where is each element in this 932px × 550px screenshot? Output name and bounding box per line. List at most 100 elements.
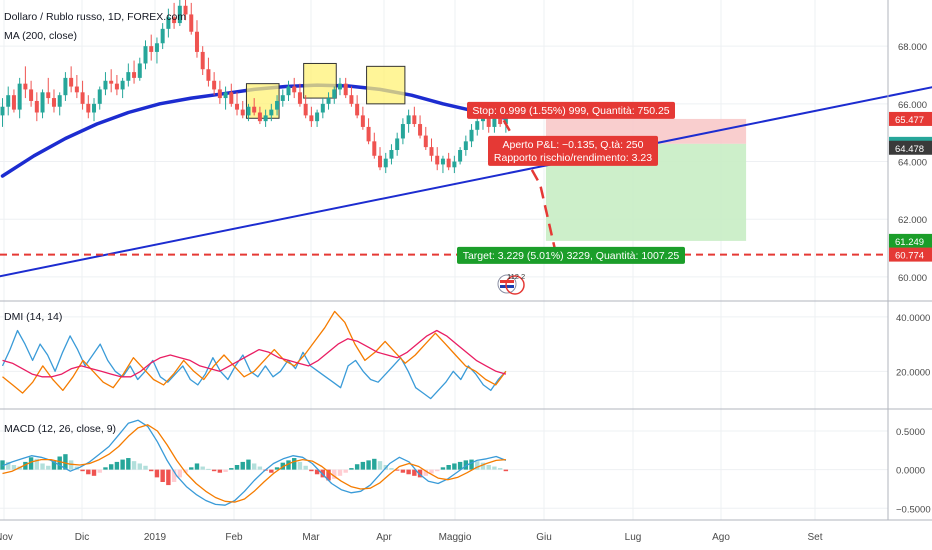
candle[interactable] <box>160 23 165 50</box>
macd-histogram-bar[interactable] <box>103 467 108 470</box>
ascending-trendline[interactable] <box>0 69 932 282</box>
macd-histogram-bar[interactable] <box>120 459 125 470</box>
dmi-minus-di-line[interactable] <box>2 310 507 394</box>
dmi-indicator-label[interactable]: DMI (14, 14) <box>4 311 62 323</box>
macd-histogram-bar[interactable] <box>417 469 423 478</box>
candle[interactable] <box>337 77 342 96</box>
macd-histogram-bar[interactable] <box>440 467 446 470</box>
candle[interactable] <box>143 40 148 70</box>
candle[interactable] <box>378 147 383 171</box>
macd-histogram-bar[interactable] <box>63 454 68 470</box>
candle[interactable] <box>29 80 34 107</box>
candle[interactable] <box>46 77 51 104</box>
macd-histogram-bar[interactable] <box>297 461 303 470</box>
candle[interactable] <box>395 132 400 156</box>
candle[interactable] <box>280 89 285 107</box>
macd-histogram-bar[interactable] <box>114 461 120 470</box>
macd-histogram-bar[interactable] <box>406 469 411 475</box>
candle[interactable] <box>51 89 56 113</box>
macd-histogram-bar[interactable] <box>200 466 205 470</box>
candle[interactable] <box>423 126 428 150</box>
macd-histogram-bar[interactable] <box>183 469 188 473</box>
dmi-pane[interactable] <box>1 310 507 400</box>
price-marker-3[interactable]: 61.249 <box>889 233 932 248</box>
candle[interactable] <box>212 72 217 96</box>
macd-histogram-bar[interactable] <box>23 461 28 470</box>
macd-histogram-bar[interactable] <box>251 463 257 470</box>
candle[interactable] <box>92 98 97 122</box>
macd-histogram-bar[interactable] <box>6 461 11 470</box>
price-marker-4[interactable]: 60.774 <box>889 247 932 262</box>
macd-histogram-bar[interactable] <box>194 463 200 470</box>
macd-histogram-bar[interactable] <box>269 469 274 473</box>
macd-histogram-bar[interactable] <box>360 461 366 470</box>
projection-arrow[interactable] <box>493 103 559 260</box>
macd-histogram-bar[interactable] <box>337 469 343 476</box>
macd-histogram-bar[interactable] <box>423 469 428 476</box>
highlight-box-2[interactable] <box>366 65 406 105</box>
macd-histogram-bar[interactable] <box>0 460 5 470</box>
macd-histogram-bar[interactable] <box>166 469 171 486</box>
macd-histogram-bar[interactable] <box>234 465 240 470</box>
candle[interactable] <box>109 69 114 93</box>
macd-histogram-bar[interactable] <box>126 458 131 470</box>
macd-histogram-bar[interactable] <box>34 458 40 470</box>
candle[interactable] <box>126 63 131 87</box>
candle[interactable] <box>372 132 377 159</box>
macd-histogram-bar[interactable] <box>160 469 165 482</box>
candle[interactable] <box>303 95 308 119</box>
macd-histogram-bar[interactable] <box>303 465 308 470</box>
macd-histogram-bar[interactable] <box>154 469 160 478</box>
macd-histogram-bar[interactable] <box>314 469 320 475</box>
macd-histogram-bar[interactable] <box>177 469 183 478</box>
highlight-box-0[interactable] <box>245 83 280 119</box>
candle[interactable] <box>309 106 314 127</box>
macd-histogram-bar[interactable] <box>223 469 228 472</box>
macd-histogram-bar[interactable] <box>211 469 217 472</box>
macd-histogram-bar[interactable] <box>86 469 91 475</box>
candle[interactable] <box>326 92 331 110</box>
candle[interactable] <box>297 83 302 107</box>
candle[interactable] <box>463 135 468 156</box>
macd-histogram-bar[interactable] <box>108 464 114 470</box>
candle[interactable] <box>286 80 291 101</box>
macd-histogram-bar[interactable] <box>469 459 474 470</box>
candle[interactable] <box>154 37 159 64</box>
candle[interactable] <box>189 2 194 35</box>
candle[interactable] <box>166 8 171 38</box>
macd-histogram-bar[interactable] <box>400 469 406 473</box>
macd-histogram-bar[interactable] <box>274 467 280 470</box>
macd-histogram-bar[interactable] <box>68 460 74 470</box>
candle[interactable] <box>257 106 262 125</box>
macd-histogram-bar[interactable] <box>463 460 469 470</box>
macd-histogram-bar[interactable] <box>229 468 234 470</box>
macd-histogram-bar[interactable] <box>349 468 354 470</box>
candle[interactable] <box>246 103 251 122</box>
event-badge[interactable]: 112 2 <box>497 272 525 295</box>
candle[interactable] <box>40 89 45 119</box>
macd-histogram-bar[interactable] <box>389 468 394 470</box>
price-pane[interactable] <box>0 0 932 283</box>
macd-histogram-bar[interactable] <box>292 458 297 470</box>
stop-label[interactable]: Stop: 0.999 (1.55%) 999, Quantità: 750.2… <box>467 101 675 119</box>
dmi-adx-line[interactable] <box>2 329 507 378</box>
candle[interactable] <box>400 118 405 145</box>
candle[interactable] <box>366 118 371 145</box>
candle[interactable] <box>97 86 102 110</box>
candle[interactable] <box>172 2 177 29</box>
macd-histogram-bar[interactable] <box>394 469 400 471</box>
candle[interactable] <box>149 34 154 61</box>
candle[interactable] <box>332 86 337 104</box>
candle[interactable] <box>418 115 423 139</box>
candle[interactable] <box>229 83 234 107</box>
candle[interactable] <box>252 98 257 116</box>
macd-histogram-bar[interactable] <box>446 465 451 470</box>
candle[interactable] <box>446 152 451 171</box>
macd-histogram-bar[interactable] <box>171 469 177 482</box>
candle[interactable] <box>23 66 28 99</box>
macd-histogram-bar[interactable] <box>28 457 34 470</box>
candle[interactable] <box>132 60 137 84</box>
candle[interactable] <box>343 77 348 99</box>
candle[interactable] <box>315 109 320 127</box>
